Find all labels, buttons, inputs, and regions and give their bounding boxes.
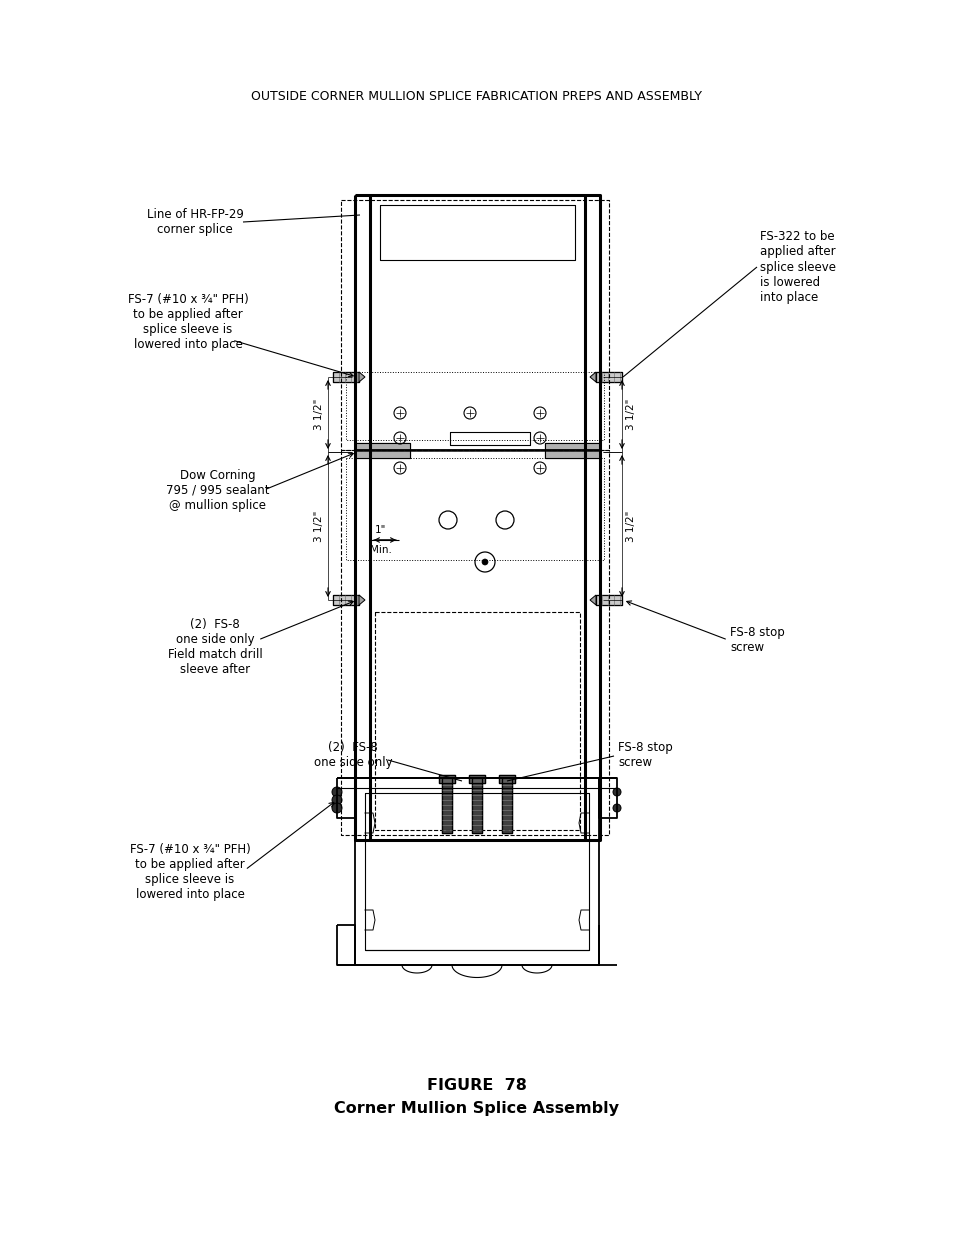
Text: Line of HR-FP-29
corner splice: Line of HR-FP-29 corner splice [147,207,243,236]
Polygon shape [501,778,512,832]
Text: (2)  FS-8
one side only: (2) FS-8 one side only [314,741,392,769]
Polygon shape [469,776,484,783]
Text: 3 1/2": 3 1/2" [625,510,636,542]
Circle shape [481,559,488,564]
Polygon shape [441,778,452,832]
Polygon shape [333,595,358,605]
Text: Corner Mullion Splice Assembly: Corner Mullion Splice Assembly [335,1100,618,1115]
Text: 3 1/2": 3 1/2" [314,510,324,542]
Text: (2)  FS-8
one side only
Field match drill
sleeve after: (2) FS-8 one side only Field match drill… [168,618,262,676]
Polygon shape [438,776,455,783]
Polygon shape [355,443,410,458]
Polygon shape [596,372,621,382]
Polygon shape [589,372,596,382]
Circle shape [332,787,341,797]
Text: FS-7 (#10 x ¾" PFH)
to be applied after
splice sleeve is
lowered into place: FS-7 (#10 x ¾" PFH) to be applied after … [128,293,248,351]
Polygon shape [589,595,596,605]
Polygon shape [358,372,365,382]
Text: 1": 1" [375,525,386,535]
Text: FS-7 (#10 x ¾" PFH)
to be applied after
splice sleeve is
lowered into place: FS-7 (#10 x ¾" PFH) to be applied after … [130,844,250,902]
Text: FS-322 to be
applied after
splice sleeve
is lowered
into place: FS-322 to be applied after splice sleeve… [760,231,835,304]
Text: Dow Corning
795 / 995 sealant
@ mullion splice: Dow Corning 795 / 995 sealant @ mullion … [166,468,270,511]
Polygon shape [596,595,621,605]
Text: OUTSIDE CORNER MULLION SPLICE FABRICATION PREPS AND ASSEMBLY: OUTSIDE CORNER MULLION SPLICE FABRICATIO… [252,90,701,104]
Text: 3 1/2": 3 1/2" [625,399,636,430]
Circle shape [332,803,341,813]
Circle shape [613,788,620,797]
Circle shape [332,795,341,805]
Text: FS-8 stop
screw: FS-8 stop screw [729,626,784,655]
Text: FS-8 stop
screw: FS-8 stop screw [618,741,672,769]
Polygon shape [333,372,358,382]
Text: Min.: Min. [370,545,392,555]
Polygon shape [472,778,481,832]
Text: 3 1/2": 3 1/2" [314,399,324,430]
Circle shape [613,804,620,811]
Polygon shape [544,443,599,458]
Polygon shape [498,776,515,783]
Text: FIGURE  78: FIGURE 78 [427,1077,526,1093]
Polygon shape [358,595,365,605]
